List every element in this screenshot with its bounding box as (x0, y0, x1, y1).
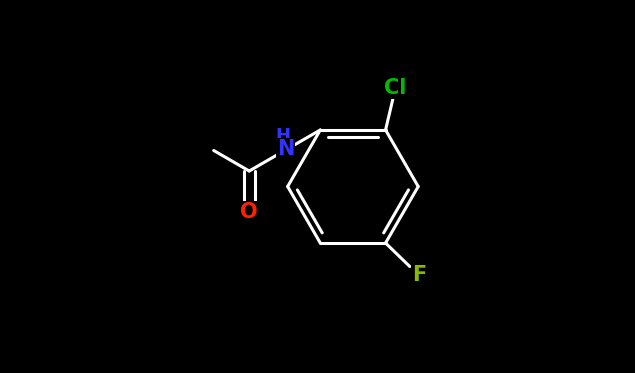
Text: F: F (412, 265, 426, 285)
Text: O: O (241, 202, 258, 222)
Text: N: N (277, 139, 294, 159)
Text: H: H (276, 127, 290, 145)
Text: Cl: Cl (384, 78, 406, 98)
